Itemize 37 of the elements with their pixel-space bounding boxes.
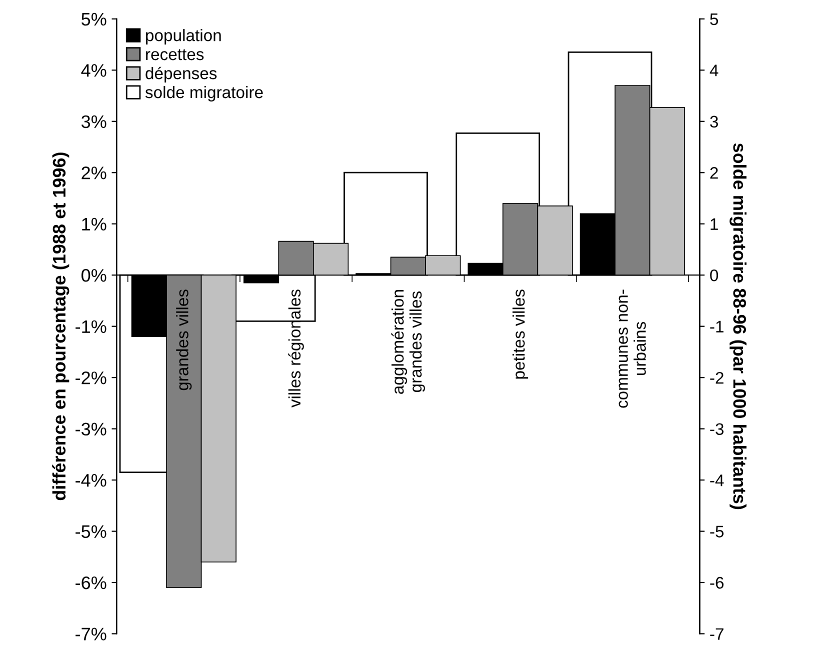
y-tick-label: 3% <box>81 115 106 128</box>
y-tick-label: 5% <box>82 12 106 26</box>
y2-tick-label: 4 <box>710 64 718 76</box>
y-tick-label: 2% <box>82 166 106 180</box>
y-tick-label: -5% <box>76 525 106 538</box>
y-tick-label: -1% <box>76 320 106 333</box>
y-tick-label: 1% <box>82 218 106 231</box>
y2-tick-label: -1 <box>710 320 724 332</box>
y-tick-label: -6% <box>76 576 106 590</box>
y2-tick-label: -4 <box>710 474 724 486</box>
y2-tick-label: -2 <box>710 372 724 384</box>
x-tick-label: petites villes <box>512 290 528 379</box>
y2-axis-title: solde migratoire 88-96 (par 1000 habitants) <box>730 143 746 510</box>
y2-tick-label: 3 <box>710 116 718 128</box>
y2-tick-label: 1 <box>710 218 718 230</box>
legend-label: recettes <box>146 49 204 60</box>
y2-tick-label: 5 <box>710 13 718 26</box>
y-tick-label: -7% <box>76 628 106 640</box>
y-tick-label: -2% <box>76 371 106 384</box>
y-tick-label: -3% <box>76 422 106 436</box>
y-tick-label: -4% <box>76 474 106 487</box>
legend-label: population <box>146 28 221 45</box>
y-tick-label: 0% <box>82 269 106 282</box>
y-axis-title: différence en pourcentage (1988 et 1996) <box>52 152 70 500</box>
y2-tick-label: -5 <box>710 526 724 538</box>
y2-tick-label: -3 <box>710 423 724 435</box>
x-tick-label: communes non- urbains <box>618 290 646 408</box>
x-tick-label: grandes villes <box>176 290 192 390</box>
legend-label: solde migratoire <box>145 86 263 102</box>
y2-tick-label: 2 <box>710 167 718 179</box>
legend-label: dépenses <box>146 66 217 83</box>
y2-tick-label: 0 <box>710 269 718 282</box>
x-tick-label: villes régionales <box>288 290 304 408</box>
y2-tick-label: -6 <box>710 576 724 589</box>
y2-tick-label: -7 <box>710 628 724 640</box>
x-tick-label: agglomération grandes villes <box>391 290 426 394</box>
y-tick-label: 4% <box>81 64 106 77</box>
